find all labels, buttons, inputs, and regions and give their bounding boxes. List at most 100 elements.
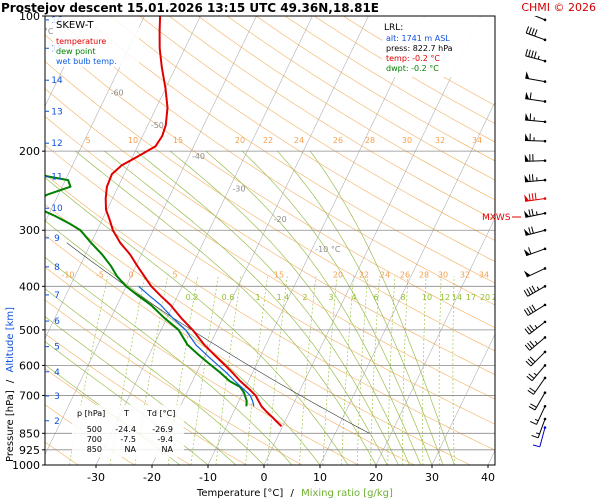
lrl-temp: temp: -0.2 °C [386,54,440,63]
adiabat-label: -10 [61,270,74,279]
table-cell: NA [125,445,137,454]
wind-barb [525,48,547,63]
wind-barb-pennant [524,194,530,202]
legend-dewpoint: dew point [56,47,96,56]
mixing-ratio-label: 6 [373,293,378,302]
wind-barb-dot [543,197,547,200]
wind-barb [526,364,547,382]
wind-barb [532,426,547,448]
temperature-tick-label: 30 [425,471,439,484]
altitude-tick-label: 9 [54,234,60,244]
mixing-ratio-label: 14 [452,293,462,302]
wind-barb [524,192,547,202]
wind-barb-shaft [525,77,546,83]
wind-barb-flag [528,306,534,313]
wind-barb-half-flag [534,340,538,345]
wind-barb-shaft [525,198,546,202]
wind-barb-shaft [526,248,546,257]
pressure-tick-label: 600 [19,359,40,372]
adiabat-label: 20 [235,136,245,145]
wind-barb-flag [526,375,533,382]
adiabat-label: 34 [472,136,482,145]
wind-barb-flag [529,113,532,121]
wind-barb-flag [524,328,530,335]
pressure-tick-label: 200 [19,145,40,158]
wind-barb-shaft [537,418,546,438]
wind-barb-pennant [525,91,530,100]
wind-barb-flag [526,326,532,333]
wind-barb [524,336,547,351]
table-header-td: Td [°C] [146,409,175,418]
wind-barb-flag [528,27,532,35]
wind-barb-flag [528,406,536,411]
wind-barb [525,71,547,83]
x-axis-label-mixing: Mixing ratio [g/kg] [301,488,393,499]
wind-barb-shaft [524,139,546,142]
wind-barb-flag [527,389,534,395]
wind-barb-dot [543,417,547,421]
wind-barb-pennant [524,154,530,162]
wind-barb-shaft [527,285,546,297]
legend-heading: SKEW-T [56,20,94,31]
altitude-tick-label: 13 [51,107,62,117]
wind-barb-half-flag [535,211,538,216]
lrl-box: LRL: alt: 1741 m ASL press: 822.7 hPa te… [382,17,486,77]
altitude-tick-label: 4 [54,368,60,378]
wind-barb [525,113,547,124]
chart-title: Prostejov descent 15.01.2026 13:15 UTC 4… [1,1,379,15]
table-cell: -9.4 [157,435,173,444]
wind-barb [524,154,547,162]
mixing-ratio-line [422,276,427,465]
wind-barb [523,247,547,257]
pressure-tick-label: 1000 [12,459,40,472]
adiabat-label: 30 [402,136,412,145]
wind-barb [525,26,547,42]
adiabat-label: -5 [96,270,104,279]
dry-adiabat-line [45,116,495,400]
isotherm-label: -40 [192,152,205,161]
table-cell: 850 [87,445,102,454]
adiabat-label: 26 [400,270,410,279]
wind-barb-dot [543,159,547,162]
adiabat-label: 5 [172,270,177,279]
adiabat-label: 28 [419,270,429,279]
mixing-ratio-line [402,276,409,465]
pressure-tick-label: 400 [19,280,40,293]
adiabat-label: 22 [359,270,369,279]
wind-barb-flag [528,247,532,255]
y-axis-label-altitude: Altitude [km] [5,307,16,373]
wind-barb-flag [528,193,531,201]
altitude-tick-label: 14 [51,76,63,86]
wind-barb-dot [543,38,547,42]
adiabat-label: 26 [333,136,343,145]
altitude-tick-label: 7 [54,291,60,301]
dry-adiabat-line [45,34,495,329]
table-cell: -7.5 [120,435,136,444]
temperature-tick-label: 0 [261,471,268,484]
isotherm-line [45,16,201,340]
adiabat-label: 10 [128,136,138,145]
wind-barb [527,376,547,395]
dry-adiabat-line [81,16,495,284]
temperature-tick-label: -30 [87,471,105,484]
wind-barb-flag [531,28,535,36]
lrl-press: press: 822.7 hPa [386,44,453,53]
wind-barb-flag [528,174,531,182]
wind-barb [529,404,547,425]
wind-barb-flag [529,420,537,425]
wind-barb-half-flag [536,432,540,435]
wind-barb-flag [530,50,534,58]
lrl-alt: alt: 1741 m ASL [386,34,450,43]
wind-barb [528,391,547,411]
wind-barb-flag [531,208,534,216]
mixing-ratio-line [341,276,354,465]
table-cell: 500 [87,425,102,434]
dry-adiabat-line [110,16,495,262]
dewpoint-profile [45,174,248,407]
mixing-ratio-label: 8 [400,293,405,302]
wind-barb-flag [530,403,537,408]
mixing-ratio-label: 1 [255,293,260,302]
altitude-tick-label: 3 [54,392,60,402]
isotherm-line [375,217,495,465]
